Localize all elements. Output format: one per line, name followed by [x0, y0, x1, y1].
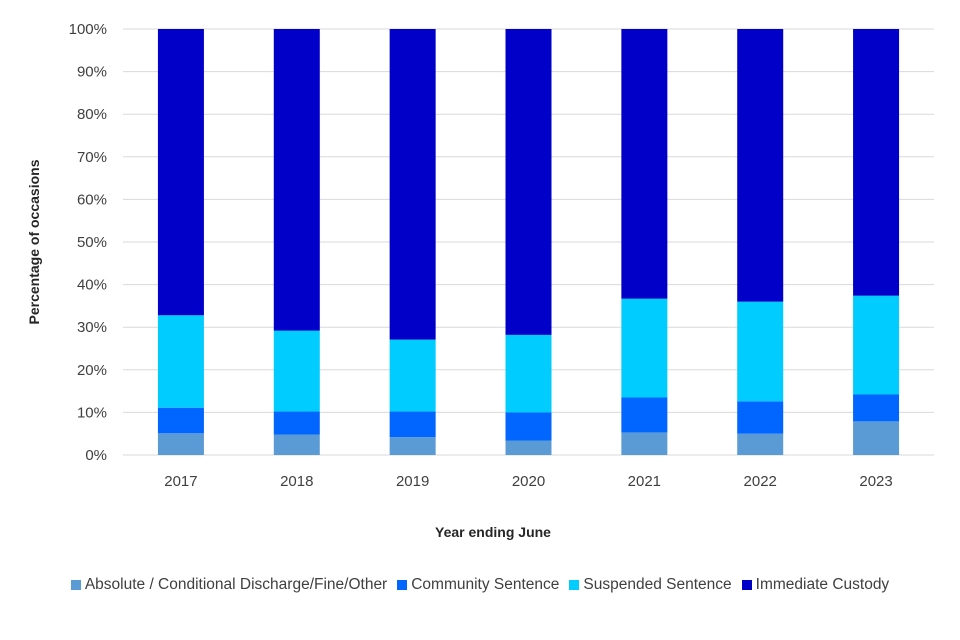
y-tick-label: 30%	[77, 319, 107, 336]
x-tick-label: 2022	[744, 473, 777, 490]
bar-segment-2022-3	[737, 29, 784, 302]
bar-segment-2023-2	[853, 295, 900, 395]
x-tick-label: 2021	[628, 473, 661, 490]
legend-item: Suspended Sentence	[569, 576, 732, 594]
bar-segment-2018-3	[273, 29, 320, 331]
legend-item: Absolute / Conditional Discharge/Fine/Ot…	[70, 576, 388, 594]
bars	[157, 29, 900, 455]
bar-segment-2019-1	[389, 411, 436, 438]
legend-swatch	[70, 580, 81, 590]
x-axis-title: Year ending June	[435, 524, 551, 540]
legend: Absolute / Conditional Discharge/Fine/Ot…	[0, 576, 960, 594]
y-tick-label: 90%	[77, 64, 107, 81]
bar-segment-2018-1	[273, 411, 320, 435]
legend-swatch	[397, 580, 408, 590]
x-tick-label: 2019	[396, 473, 429, 490]
y-tick-label: 20%	[77, 362, 107, 379]
bar-segment-2019-3	[389, 29, 436, 340]
y-tick-label: 70%	[77, 149, 107, 166]
bar-segment-2023-1	[853, 394, 900, 422]
y-tick-label: 40%	[77, 277, 107, 294]
bar-segment-2021-1	[621, 397, 668, 433]
bar-segment-2023-3	[853, 29, 900, 296]
legend-swatch	[569, 580, 580, 590]
bar-segment-2017-3	[157, 29, 204, 316]
bar-segment-2019-0	[389, 437, 436, 455]
bar-segment-2021-2	[621, 298, 668, 398]
bar-segment-2022-2	[737, 301, 784, 402]
y-tick-label: 100%	[69, 21, 107, 38]
legend-label: Suspended Sentence	[583, 576, 732, 593]
y-tick-label: 0%	[85, 447, 107, 464]
y-axis-title: Percentage of occasions	[26, 159, 42, 324]
bar-segment-2021-3	[621, 29, 668, 299]
y-tick-label: 50%	[77, 234, 107, 251]
bar-segment-2022-0	[737, 433, 784, 455]
bar-segment-2020-3	[505, 29, 552, 335]
bar-segment-2020-2	[505, 334, 552, 413]
x-tick-label: 2017	[164, 473, 197, 490]
bar-segment-2019-2	[389, 339, 436, 412]
x-tick-label: 2020	[512, 473, 545, 490]
y-tick-label: 60%	[77, 191, 107, 208]
bar-segment-2021-0	[621, 432, 668, 455]
bar-segment-2017-1	[157, 407, 204, 434]
bar-segment-2018-0	[273, 434, 320, 455]
y-tick-label: 80%	[77, 106, 107, 123]
legend-label: Community Sentence	[411, 576, 560, 593]
bar-segment-2020-1	[505, 412, 552, 441]
x-tick-label: 2018	[280, 473, 313, 490]
x-tick-label: 2023	[859, 473, 892, 490]
bar-segment-2022-1	[737, 401, 784, 434]
y-tick-label: 10%	[77, 404, 107, 421]
y-axis-ticks: 0% 10% 20% 30% 40% 50% 60% 70% 80% 90% 100%	[69, 21, 107, 464]
legend-label: Immediate Custody	[755, 576, 890, 593]
legend-label: Absolute / Conditional Discharge/Fine/Ot…	[84, 576, 388, 593]
legend-item: Immediate Custody	[741, 576, 890, 594]
bar-segment-2017-0	[157, 433, 204, 455]
bar-segment-2020-0	[505, 440, 552, 455]
legend-item: Community Sentence	[397, 576, 559, 594]
x-axis-ticks: 2017 2018 2019 2020 2021 2022 2023	[164, 473, 893, 490]
bar-segment-2023-0	[853, 421, 900, 455]
bar-segment-2018-2	[273, 330, 320, 412]
bar-segment-2017-2	[157, 315, 204, 408]
legend-swatch	[741, 580, 752, 590]
